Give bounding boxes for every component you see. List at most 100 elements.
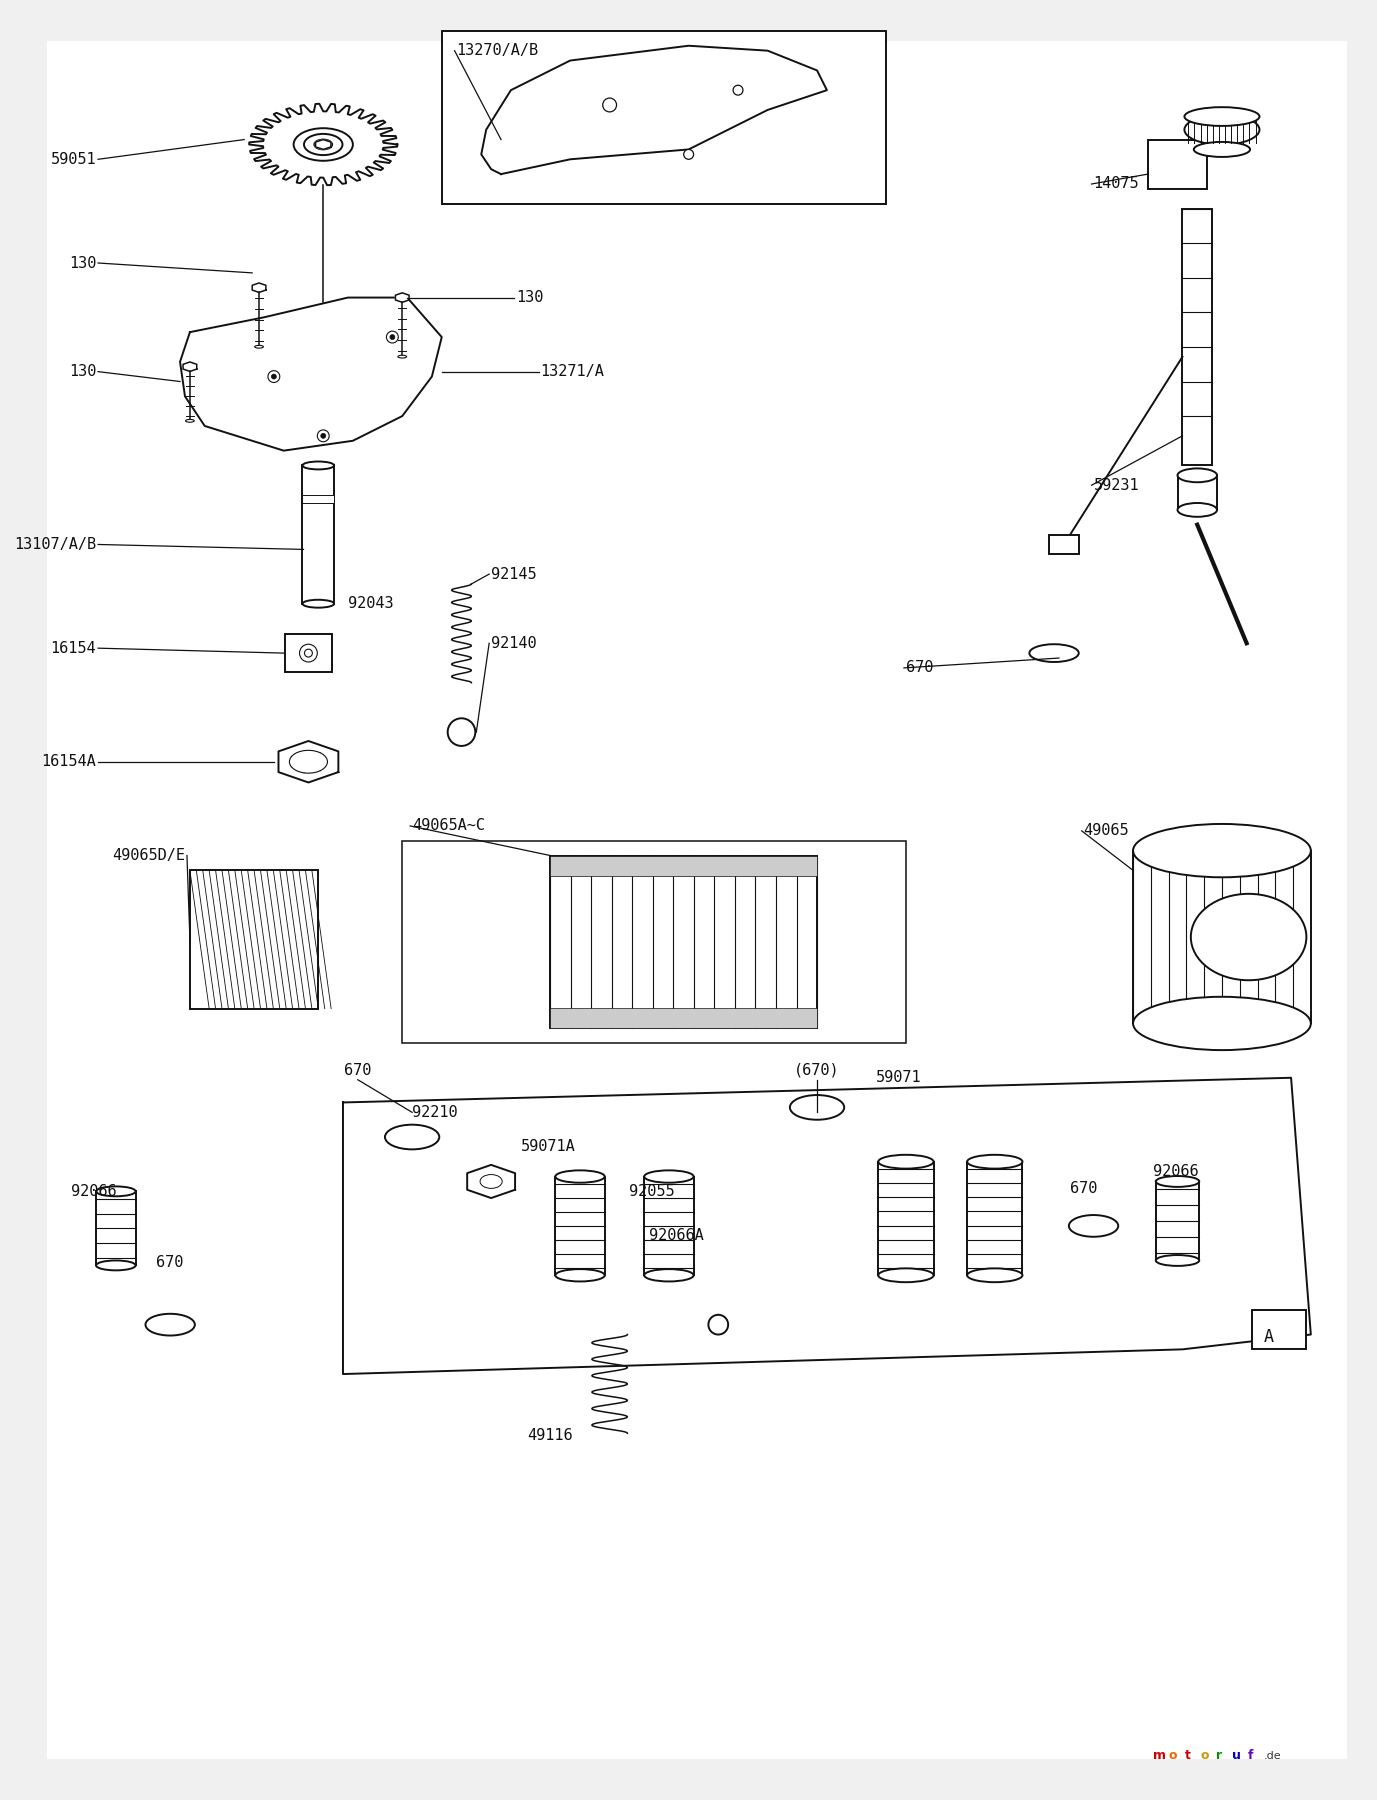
Ellipse shape xyxy=(1184,108,1260,126)
Bar xyxy=(190,871,318,1008)
Bar xyxy=(402,841,906,1044)
Ellipse shape xyxy=(644,1269,694,1282)
Bar xyxy=(1133,851,1311,1024)
Bar xyxy=(96,1192,135,1265)
Polygon shape xyxy=(467,1165,515,1199)
Ellipse shape xyxy=(314,140,332,149)
Bar xyxy=(967,1161,1023,1274)
Ellipse shape xyxy=(481,1175,503,1188)
Bar xyxy=(1148,140,1208,189)
Text: 670: 670 xyxy=(906,661,934,675)
Ellipse shape xyxy=(879,1156,934,1168)
Text: 59071: 59071 xyxy=(876,1071,923,1085)
Ellipse shape xyxy=(386,1125,439,1150)
Text: 49065A~C: 49065A~C xyxy=(412,819,485,833)
Ellipse shape xyxy=(255,346,263,347)
Text: 59231: 59231 xyxy=(1093,477,1139,493)
Bar xyxy=(303,466,335,603)
Circle shape xyxy=(684,149,694,160)
Text: A: A xyxy=(1263,1328,1274,1346)
Text: 92066: 92066 xyxy=(72,1184,117,1199)
Ellipse shape xyxy=(879,1269,934,1282)
Text: 92066A: 92066A xyxy=(649,1228,704,1244)
Text: 16154: 16154 xyxy=(51,641,96,655)
Text: 13107/A/B: 13107/A/B xyxy=(14,536,96,553)
Circle shape xyxy=(300,644,317,662)
Bar xyxy=(879,1161,934,1274)
Circle shape xyxy=(387,331,398,344)
Text: 130: 130 xyxy=(516,290,543,304)
Bar xyxy=(551,855,817,1028)
Ellipse shape xyxy=(1133,997,1311,1049)
Text: t: t xyxy=(1184,1750,1190,1762)
Ellipse shape xyxy=(555,1170,605,1183)
Text: (670): (670) xyxy=(795,1062,840,1078)
Bar xyxy=(303,495,335,502)
Text: 59071A: 59071A xyxy=(521,1139,576,1154)
Circle shape xyxy=(269,371,280,383)
Polygon shape xyxy=(343,1078,1311,1373)
Circle shape xyxy=(708,1314,728,1334)
Polygon shape xyxy=(252,283,266,292)
Text: 16154A: 16154A xyxy=(41,754,96,769)
Text: 49116: 49116 xyxy=(527,1429,573,1444)
Polygon shape xyxy=(315,140,330,149)
Ellipse shape xyxy=(96,1260,135,1271)
Bar xyxy=(551,1008,817,1028)
Text: 92055: 92055 xyxy=(629,1184,675,1199)
Text: 130: 130 xyxy=(69,256,96,270)
Ellipse shape xyxy=(555,1269,605,1282)
Polygon shape xyxy=(278,742,339,783)
Text: 49065: 49065 xyxy=(1084,823,1129,839)
Polygon shape xyxy=(180,297,442,450)
Ellipse shape xyxy=(1191,895,1307,981)
Circle shape xyxy=(390,335,395,340)
Text: f: f xyxy=(1248,1750,1253,1762)
Bar xyxy=(442,31,887,203)
Circle shape xyxy=(271,374,277,380)
Circle shape xyxy=(321,434,326,437)
Text: 670: 670 xyxy=(157,1255,185,1271)
Bar xyxy=(1177,475,1217,509)
Ellipse shape xyxy=(146,1314,196,1336)
Polygon shape xyxy=(395,293,409,302)
Text: 670: 670 xyxy=(344,1062,372,1078)
Polygon shape xyxy=(183,362,197,371)
Text: r: r xyxy=(1216,1750,1223,1762)
Text: 92210: 92210 xyxy=(412,1105,457,1120)
Text: 49065D/E: 49065D/E xyxy=(112,848,185,862)
Circle shape xyxy=(304,650,313,657)
Circle shape xyxy=(603,97,617,112)
Ellipse shape xyxy=(1184,115,1260,144)
Ellipse shape xyxy=(644,1170,694,1183)
Text: .de: .de xyxy=(1264,1751,1281,1760)
Text: u: u xyxy=(1232,1750,1241,1762)
Text: 13270/A/B: 13270/A/B xyxy=(457,43,538,58)
Text: 14075: 14075 xyxy=(1093,176,1139,191)
Ellipse shape xyxy=(186,419,194,423)
Text: 59051: 59051 xyxy=(51,151,96,167)
Ellipse shape xyxy=(293,128,353,160)
Bar xyxy=(1155,1181,1199,1260)
Ellipse shape xyxy=(1155,1175,1199,1186)
Bar xyxy=(644,1177,694,1274)
Bar xyxy=(551,855,817,877)
Text: m: m xyxy=(1153,1750,1166,1762)
Circle shape xyxy=(448,718,475,745)
Text: o: o xyxy=(1169,1750,1177,1762)
Polygon shape xyxy=(249,104,398,185)
Circle shape xyxy=(733,85,744,95)
Ellipse shape xyxy=(967,1156,1023,1168)
Text: 130: 130 xyxy=(69,364,96,380)
Text: 92140: 92140 xyxy=(492,635,537,652)
Text: 92043: 92043 xyxy=(348,596,394,612)
Bar xyxy=(285,634,332,671)
Text: 670: 670 xyxy=(1070,1181,1097,1197)
Ellipse shape xyxy=(1177,468,1217,482)
Ellipse shape xyxy=(790,1094,844,1120)
Ellipse shape xyxy=(303,461,335,470)
Bar xyxy=(1049,535,1078,554)
Ellipse shape xyxy=(967,1269,1023,1282)
Text: 92145: 92145 xyxy=(492,567,537,581)
Ellipse shape xyxy=(1155,1255,1199,1265)
